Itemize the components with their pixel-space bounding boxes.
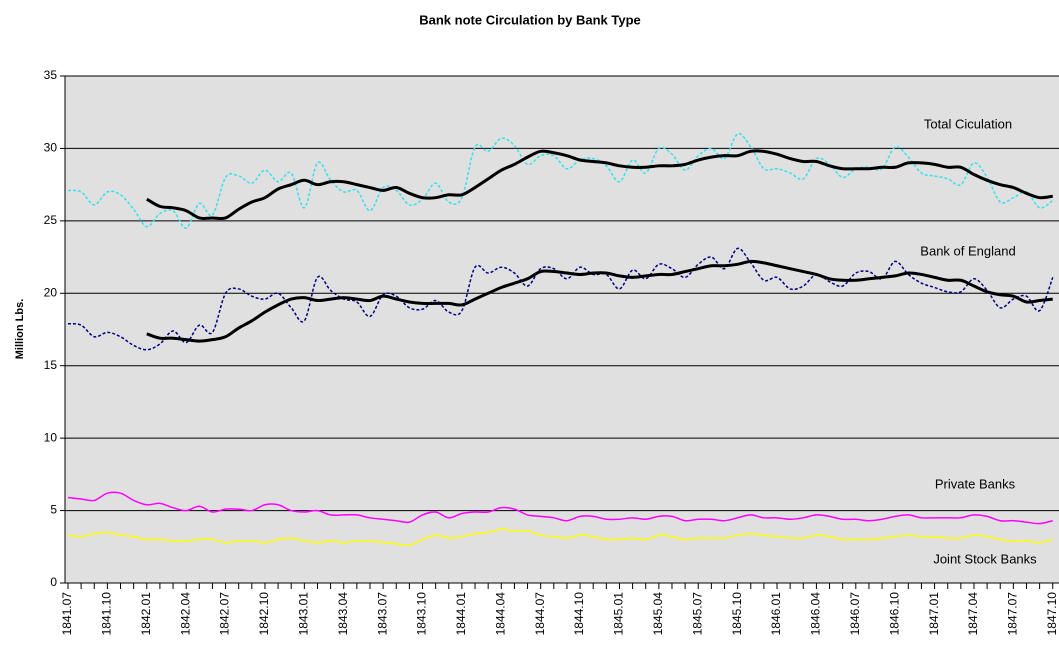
y-tick-label: 10 [44,430,58,444]
x-tick-label: 1843.04 [336,592,350,636]
y-tick-label: 35 [44,68,58,82]
series-label: Private Banks [935,476,1016,491]
series-line [146,149,1053,221]
y-tick-label: 5 [50,503,57,517]
x-tick-label: 1846.10 [887,592,901,636]
y-tick-label: 25 [44,213,58,227]
series-line [67,491,1053,525]
x-tick-label: 1847.10 [1045,592,1059,636]
x-tick-label: 1843.01 [297,592,311,636]
x-tick-label: 1841.07 [60,592,74,636]
y-tick-label: 20 [44,285,58,299]
series-label: Joint Stock Banks [933,551,1037,566]
y-tick-label: 15 [44,358,58,372]
y-tick-label: 30 [44,141,58,155]
x-tick-label: 1844.10 [572,592,586,636]
x-tick-label: 1845.04 [651,592,665,636]
x-tick-label: 1843.07 [375,592,389,636]
axes: 0 5 10 15 20 25 30 35 1841.07 1841.10 1842.01 1842.… [44,68,1059,635]
series-line [67,528,1053,547]
x-tick-label: 1846.01 [769,592,783,636]
x-tick-label: 1846.04 [809,592,823,636]
series-label: Total Ciculation [924,116,1012,131]
x-tick-label: 1842.07 [218,592,232,636]
x-tick-label: 1844.01 [454,592,468,636]
x-tick-label: 1844.04 [493,592,507,636]
x-tick-label: 1842.10 [257,592,271,636]
x-tick-label: 1847.01 [927,592,941,636]
x-tick-label: 1841.10 [100,592,114,636]
lines: Total Ciculation Bank of England Private B… [67,116,1054,566]
y-axis-label: Million Lbs. [14,299,26,360]
x-tick-label: 1847.04 [966,592,980,636]
series-line [67,132,1054,229]
series-line [146,259,1053,343]
x-tick-label: 1846.07 [848,592,862,636]
chart-title: Bank note Circulation by Bank Type [419,12,641,27]
x-tick-label: 1844.07 [533,592,547,636]
y-tick-label: 0 [50,575,57,589]
x-tick-label: 1845.07 [690,592,704,636]
x-tick-label: 1842.04 [178,592,192,636]
x-tick-label: 1845.01 [612,592,626,636]
x-tick-label: 1845.10 [730,592,744,636]
series-label: Bank of England [920,243,1015,258]
x-tick-label: 1847.07 [1006,592,1020,636]
x-tick-label: 1843.10 [415,592,429,636]
x-tick-label: 1842.01 [139,592,153,636]
plot-area [65,76,1059,583]
